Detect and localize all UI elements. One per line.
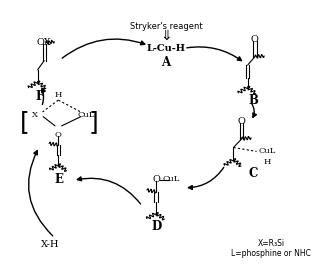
Text: O: O <box>55 131 62 139</box>
Text: X=R₃Si: X=R₃Si <box>258 239 285 248</box>
Text: F: F <box>35 90 43 103</box>
Text: C: C <box>249 167 258 180</box>
Text: X-H: X-H <box>41 240 59 249</box>
Text: Stryker's reagent: Stryker's reagent <box>130 22 202 31</box>
Text: D: D <box>151 220 161 233</box>
Text: O: O <box>251 35 259 44</box>
Text: H: H <box>264 158 271 166</box>
Text: OX: OX <box>37 38 51 47</box>
Text: H: H <box>55 91 62 99</box>
Text: L=phosphine or NHC: L=phosphine or NHC <box>231 249 311 258</box>
Text: O: O <box>238 117 246 126</box>
Text: L-Cu-H: L-Cu-H <box>146 44 186 53</box>
Text: CuL: CuL <box>162 175 180 183</box>
Text: X: X <box>32 111 38 119</box>
Text: A: A <box>161 56 171 69</box>
Text: CuL: CuL <box>78 111 95 119</box>
Text: ]: ] <box>89 110 99 135</box>
Text: B: B <box>248 94 258 107</box>
Text: O: O <box>152 174 160 184</box>
Text: ⇓: ⇓ <box>160 29 172 43</box>
Text: E: E <box>54 173 63 186</box>
Text: CuL: CuL <box>259 147 276 155</box>
Text: [: [ <box>20 110 29 135</box>
